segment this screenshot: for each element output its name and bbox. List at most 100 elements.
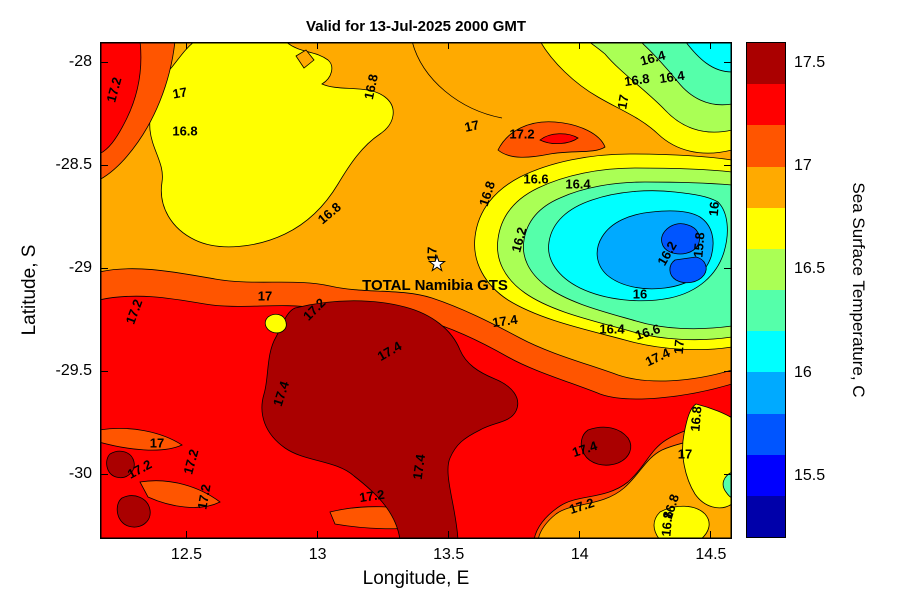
contour-label: 16.8: [623, 71, 650, 89]
sst-band-yellow-southeast-lobe: [653, 505, 710, 539]
x-tick-mark: [710, 531, 711, 538]
station-label: TOTAL Namibia GTS: [362, 277, 508, 294]
colorbar-tick-label: 16.5: [794, 260, 826, 278]
contour-label: 17: [424, 246, 439, 261]
map-plot-area: 17.2 17 16.8 16.8 17 17.2 16.4 16.8 16.4 17 16.6 16…: [100, 42, 732, 539]
colorbar-tick-label: 17: [794, 157, 812, 174]
y-tick-mark: [724, 474, 731, 475]
contour-label: 17.2: [180, 448, 201, 476]
colorbar-label: Sea Surface Temperature, C: [849, 182, 868, 398]
colorbar-band: [747, 166, 785, 208]
x-tick-mark: [710, 42, 711, 49]
x-tick-label: 13: [308, 546, 327, 563]
x-tick-mark: [186, 42, 187, 49]
sst-band-orangered-stripe-1: [100, 427, 183, 451]
sst-band-darkred-spot-2: [116, 495, 151, 528]
y-tick-mark: [101, 371, 108, 372]
contour-label: 17.4: [410, 453, 428, 481]
y-tick-mark: [724, 165, 731, 166]
contour-label: 17.4: [491, 312, 519, 330]
y-tick-mark: [101, 165, 108, 166]
contour-line-17-north: [411, 42, 503, 119]
x-tick-label: 13.5: [433, 546, 465, 563]
colorbar-band: [747, 43, 785, 85]
contour-label: 16.4: [658, 68, 686, 86]
y-tick-mark: [724, 268, 731, 269]
contour-label: 17: [258, 288, 272, 303]
colorbar-band: [747, 290, 785, 332]
sst-band-orangered-stripe-2: [139, 480, 221, 508]
contour-label: 16.6: [633, 321, 662, 343]
sst-band-darkred-core: [261, 300, 519, 539]
contour-label: 16.8: [660, 492, 682, 521]
x-tick-label: 12.5: [170, 546, 203, 563]
contour-label: 17.2: [509, 126, 534, 141]
y-tick-mark: [724, 62, 731, 63]
x-tick-mark: [448, 531, 449, 538]
contour-label: 16.8: [361, 73, 381, 101]
colorbar-band: [747, 495, 785, 538]
contour-label: 16.4: [599, 321, 625, 336]
contour-label: 16.6: [523, 171, 548, 186]
x-tick-mark: [448, 42, 449, 49]
x-tick-mark: [317, 42, 318, 49]
x-tick-mark: [317, 531, 318, 538]
contour-label: 17: [150, 435, 164, 450]
sst-band-darkred-southeast: [580, 426, 632, 466]
contour-label: 16.8: [476, 179, 498, 208]
colorbar-band: [747, 454, 785, 496]
colorbar-band: [747, 331, 785, 373]
contour-label: 15.8: [690, 232, 707, 259]
y-tick-label: -28.5: [55, 156, 92, 173]
contour-label: 17: [671, 339, 687, 355]
station-star-marker: [427, 254, 447, 272]
y-tick-label: -29: [68, 259, 92, 276]
contour-label: 17.2: [567, 495, 596, 517]
x-tick-mark: [186, 531, 187, 538]
y-tick-mark: [101, 474, 108, 475]
colorbar-band: [747, 248, 785, 291]
contour-label: 17: [678, 446, 692, 461]
colorbar-tick-label: 17.5: [794, 53, 826, 71]
colorbar: [746, 42, 786, 538]
contour-label: 16: [633, 286, 647, 301]
contour-label: 16: [706, 201, 722, 217]
contour-label: 16.4: [565, 176, 591, 191]
y-tick-label: -30: [68, 465, 92, 482]
sst-band-yellow-southeast: [682, 403, 732, 509]
contour-label: 17.2: [103, 76, 124, 104]
colorbar-bands: [747, 43, 785, 538]
contour-label: 17: [171, 84, 188, 101]
sst-band-yellow-north: [149, 42, 394, 248]
sst-band-yellow-spot-west: [264, 313, 287, 334]
sst-band-cyan-ne-corner: [685, 42, 732, 73]
colorbar-tick-label: 15.5: [794, 467, 826, 484]
contour-label: 17.2: [358, 487, 385, 505]
colorbar-band: [747, 84, 785, 126]
x-tick-mark: [579, 42, 580, 49]
y-tick-mark: [724, 371, 731, 372]
contour-label: 17.2: [194, 483, 213, 511]
chart-title: Valid for 13-Jul-2025 2000 GMT: [305, 18, 527, 35]
contour-label: 16.8: [172, 123, 197, 138]
colorbar-band: [747, 372, 785, 414]
contour-label: 17: [614, 93, 631, 110]
sst-band-red-tongue: [539, 133, 579, 144]
contour-label: 16.2: [508, 226, 529, 254]
y-tick-label: -28: [68, 53, 92, 70]
x-axis-label: Longitude, E: [362, 568, 470, 589]
x-tick-label: 14: [570, 546, 589, 563]
contour-label: 17: [463, 117, 480, 135]
sst-band-blue-pocket-2: [669, 256, 707, 284]
y-tick-label: -29.5: [55, 362, 92, 379]
x-tick-mark: [579, 531, 580, 538]
contour-label: 16.8: [687, 406, 704, 433]
y-tick-mark: [101, 62, 108, 63]
y-tick-mark: [101, 268, 108, 269]
axes-frame: [100, 42, 732, 539]
contour-label: 16.8: [658, 511, 675, 538]
sst-band-orange-hole: [295, 49, 315, 69]
